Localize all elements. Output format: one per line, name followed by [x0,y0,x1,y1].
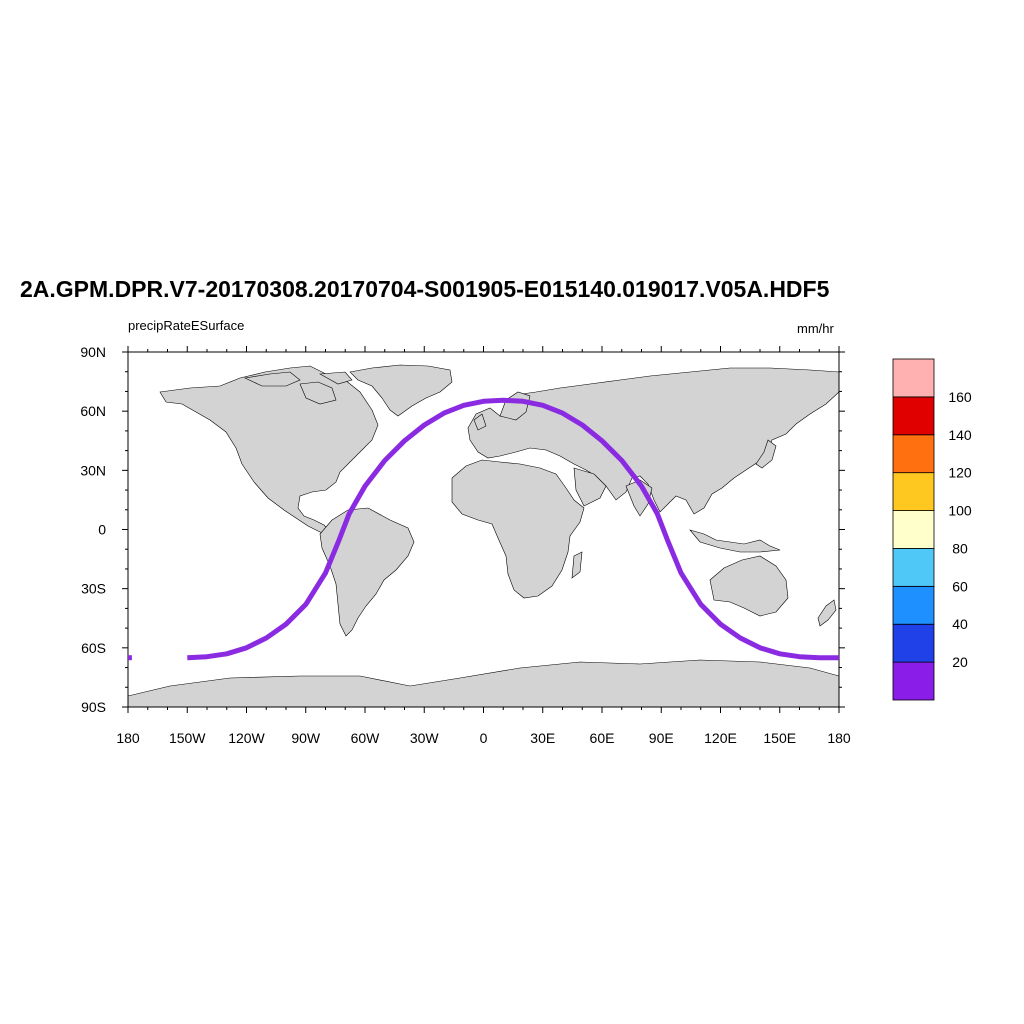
eurasia-landmass [467,367,839,515]
x-tick-label: 30E [530,730,555,746]
colorbar-label: 120 [948,465,972,481]
x-tick-label: 180 [116,730,140,746]
x-tick-label: 120W [228,730,265,746]
arabia-landmass [573,467,607,507]
colorbar-box [892,510,935,549]
x-tick-label: 180 [827,730,851,746]
indonesia-islands [689,529,781,553]
x-tick-label: 150W [169,730,206,746]
map-axes: 180 150W 120W 90W 60W 30W 0 30E 60E 90E 120E 150E 18… [80,344,851,746]
y-tick-label: 90N [80,344,106,360]
variable-label: precipRateESurface [128,318,245,333]
y-tick-label: 30N [80,462,106,478]
y-tick-label: 0 [98,522,106,538]
north-america-landmass [159,365,379,535]
y-tick-label: 30S [81,581,106,597]
y-tick-label: 60S [81,640,106,656]
colorbar-box [892,434,935,474]
x-tick-label: 60E [590,730,615,746]
y-tick-label: 60N [80,403,106,419]
x-tick-label: 90W [291,730,321,746]
colorbar: 20 40 60 80 100 120 140 160 [892,358,972,701]
continents [128,364,839,707]
colorbar-label: 40 [952,616,968,632]
colorbar-label: 80 [952,540,968,556]
x-tick-label: 90E [649,730,674,746]
y-tick-label: 90S [81,699,106,715]
x-tick-label: 0 [480,730,488,746]
colorbar-label: 20 [952,654,968,670]
japan-landmass [755,439,777,469]
x-tick-label: 30W [410,730,440,746]
satellite-track [128,397,839,661]
antarctica-landmass [128,659,839,707]
colorbar-box [892,548,935,587]
colorbar-box [892,585,935,625]
africa-landmass [451,459,585,599]
greenland-landmass [349,364,453,417]
uk-landmass [473,413,487,431]
colorbar-box [892,396,935,436]
colorbar-box [892,358,935,398]
new-zealand-landmass [817,599,837,627]
colorbar-box [892,661,935,701]
colorbar-label: 140 [948,427,972,443]
south-america-landmass [319,507,415,637]
colorbar-box [892,623,935,663]
colorbar-label: 100 [948,503,972,519]
madagascar-landmass [571,551,583,579]
australia-landmass [709,555,789,617]
arctic-islands [243,371,353,405]
x-tick-label: 60W [351,730,381,746]
colorbar-label: 60 [952,578,968,594]
colorbar-label: 160 [948,389,972,405]
x-tick-label: 120E [704,730,737,746]
x-tick-label: 150E [763,730,796,746]
track-main-swath [187,397,839,661]
units-label: mm/hr [797,321,834,336]
colorbar-box [892,472,935,511]
map-title: 2A.GPM.DPR.V7-20170308.20170704-S001905-… [20,276,830,302]
